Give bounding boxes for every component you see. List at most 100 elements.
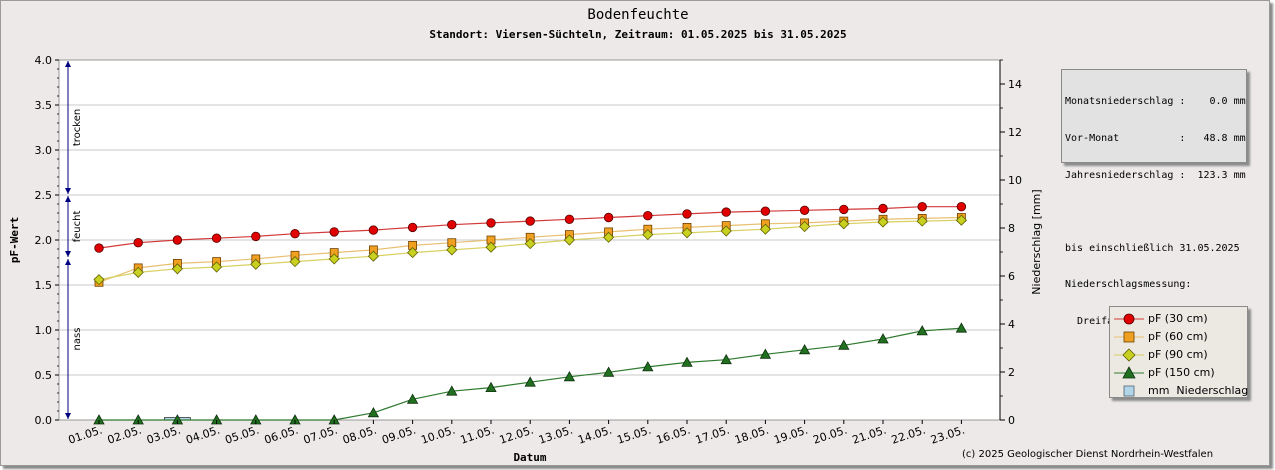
x-tick-label: 15.05.: [615, 423, 652, 446]
info-line: Jahresniederschlag : 123.3 mm: [1065, 169, 1246, 181]
data-point-pf90: [955, 214, 967, 226]
legend-item-pf150: pF (150 cm): [1110, 364, 1247, 382]
x-tick-label: 09.05.: [380, 423, 417, 446]
info-line: Monatsniederschlag : 0.0 mm: [1065, 96, 1246, 108]
data-point-pf90: [603, 231, 615, 243]
data-point-pf90: [446, 244, 458, 256]
data-point-pf30: [368, 225, 379, 235]
data-point-pf90: [289, 256, 301, 268]
zone-arrowhead: [65, 188, 71, 194]
data-point-pf30: [211, 233, 222, 243]
zone-arrowhead: [65, 251, 71, 257]
data-point-pf150: [838, 339, 850, 350]
data-point-pf90: [916, 215, 928, 227]
data-point-pf90: [759, 223, 771, 235]
legend-label: mm Niederschlag: [1148, 384, 1249, 397]
x-tick-label: 02.05.: [106, 423, 143, 446]
data-point-pf90: [524, 238, 536, 250]
y2-tick-label: 8: [1008, 222, 1015, 235]
x-axis-label: Datum: [513, 451, 546, 464]
data-point-pf30: [172, 235, 183, 245]
data-point-pf30: [525, 216, 535, 226]
y2-axis-label: Niederschlag [mm]: [1030, 189, 1043, 294]
chart-title: Bodenfeuchte: [587, 7, 688, 23]
legend-item-pf60: pF (60 cm): [1110, 328, 1247, 346]
data-point-pf90: [838, 218, 850, 230]
data-point-pf150: [681, 356, 693, 367]
data-point-pf30: [603, 212, 614, 223]
y2-tick-label: 2: [1008, 366, 1015, 379]
legend: pF (30 cm) pF (60 cm) pF (90 cm) pF (150…: [1109, 306, 1248, 398]
x-tick-label: 01.05.: [67, 423, 104, 446]
diamond-marker-icon: [1114, 348, 1144, 362]
zone-label: trocken: [72, 109, 83, 146]
data-point-pf30: [721, 207, 731, 217]
data-point-pf150: [367, 406, 380, 418]
x-tick-label: 20.05.: [811, 423, 848, 446]
legend-label: pF (60 cm): [1148, 330, 1208, 343]
data-point-pf90: [367, 250, 379, 262]
x-tick-label: 07.05.: [302, 423, 339, 446]
legend-item-pf90: pF (90 cm): [1110, 346, 1247, 364]
x-tick-label: 17.05.: [694, 423, 731, 446]
data-point-pf90: [563, 234, 575, 246]
x-tick-label: 06.05.: [263, 423, 300, 446]
data-point-pf150: [524, 376, 536, 387]
data-point-pf30: [407, 222, 418, 233]
x-tick-label: 08.05.: [341, 423, 378, 446]
x-tick-label: 03.05.: [145, 423, 182, 446]
y-tick-label: 0.5: [35, 369, 53, 382]
data-point-pf30: [329, 227, 339, 237]
x-tick-label: 04.05.: [184, 423, 221, 446]
data-point-pf30: [956, 201, 967, 212]
info-line: ​: [1065, 206, 1246, 218]
y-axis-label: pF-Wert: [8, 217, 21, 263]
y2-tick-label: 10: [1008, 174, 1022, 187]
data-point-pf150: [798, 343, 811, 355]
data-point-pf150: [955, 322, 968, 333]
zone-arrowhead: [65, 259, 71, 265]
data-point-pf90: [407, 247, 419, 259]
x-axis: 01.05. 02.05. 03.05. 04.05. 05.05. 06.05. 07.0…: [67, 420, 966, 447]
data-point-pf90: [720, 225, 732, 237]
x-tick-label: 22.05.: [890, 423, 927, 446]
zone-arrowhead: [65, 413, 71, 419]
x-tick-label: 14.05.: [576, 423, 613, 446]
data-point-pf150: [446, 385, 458, 396]
circle-marker-icon: [1114, 313, 1144, 325]
x-tick-label: 11.05.: [459, 423, 496, 446]
y-tick-label: 1.5: [35, 279, 53, 292]
data-point-pf150: [916, 325, 928, 336]
y2-tick-label: 12: [1008, 126, 1022, 139]
y-tick-label: 0.0: [35, 414, 53, 427]
square-marker-icon: [1114, 331, 1144, 343]
data-point-pf30: [133, 237, 143, 248]
data-point-pf150: [877, 333, 889, 344]
legend-label: pF (90 cm): [1148, 348, 1208, 361]
y-tick-label: 3.5: [35, 99, 53, 112]
data-point-pf90: [877, 216, 889, 228]
x-tick-label: 23.05.: [929, 423, 966, 446]
info-line: Vor-Monat : 48.8 mm: [1065, 133, 1246, 145]
info-line: bis einschließlich 31.05.2025: [1065, 242, 1240, 254]
data-point-pf30: [290, 228, 300, 239]
data-point-pf150: [602, 366, 615, 377]
y-tick-label: 1.0: [35, 324, 53, 337]
y2-tick-label: 14: [1008, 78, 1022, 91]
data-point-pf150: [485, 381, 497, 393]
data-point-pf150: [720, 353, 732, 365]
data-point-pf90: [799, 220, 811, 233]
y-tick-label: 2.0: [35, 234, 53, 247]
x-tick-label: 13.05.: [537, 423, 574, 446]
data-point-pf90: [642, 229, 654, 241]
legend-label: pF (150 cm): [1148, 366, 1215, 379]
data-point-pf30: [251, 231, 261, 242]
data-point-pf30: [643, 210, 653, 221]
data-point-pf90: [250, 258, 262, 270]
left-axis: 0.0 0.5 1.0 1.5 2.0 2.5 3.0 3.5 4.0: [35, 54, 59, 427]
legend-item-precipitation: mm Niederschlag: [1110, 382, 1249, 400]
grid-lines: [59, 104, 1000, 376]
data-point-pf30: [447, 219, 457, 230]
x-tick-label: 21.05.: [851, 423, 888, 446]
